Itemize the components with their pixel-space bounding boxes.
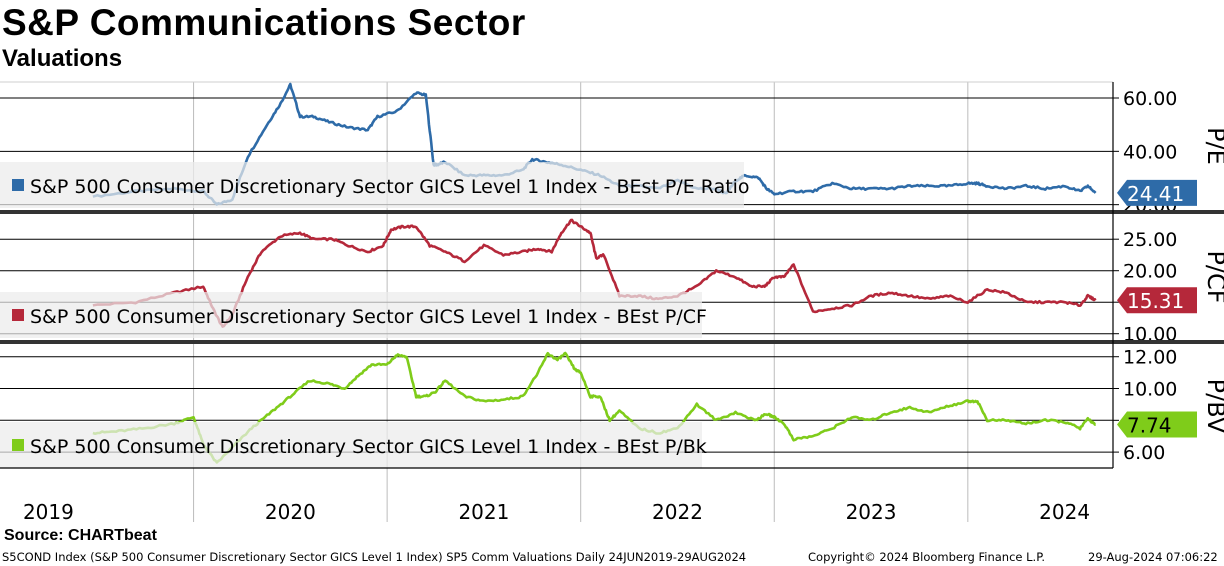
footer-description: S5COND Index (S&P 500 Consumer Discretio… bbox=[2, 550, 747, 564]
last-value-flag bbox=[1117, 287, 1197, 314]
x-tick-label: 2020 bbox=[265, 500, 316, 524]
legend-box bbox=[0, 292, 702, 338]
panel-title: P/CF bbox=[1202, 250, 1224, 303]
legend-swatch bbox=[12, 309, 24, 321]
chart-subtitle: Valuations bbox=[2, 45, 123, 72]
x-tick-label: 2022 bbox=[652, 500, 703, 524]
y-tick-label: 12.00 bbox=[1123, 347, 1177, 369]
x-tick-label: 2021 bbox=[458, 500, 509, 524]
series-line bbox=[92, 218, 1097, 328]
last-value-label: 15.31 bbox=[1127, 289, 1184, 313]
legend-label: S&P 500 Consumer Discretionary Sector GI… bbox=[30, 176, 750, 198]
legend-swatch bbox=[12, 439, 24, 451]
series-line bbox=[92, 351, 1097, 464]
last-value-flag bbox=[1117, 411, 1197, 438]
panel-separator bbox=[0, 210, 1224, 214]
legend-label: S&P 500 Consumer Discretionary Sector GI… bbox=[30, 436, 707, 458]
panel-separator bbox=[0, 340, 1224, 344]
last-value-label: 7.74 bbox=[1127, 413, 1172, 437]
last-value-flag bbox=[1117, 179, 1197, 206]
x-tick-label: 2023 bbox=[846, 500, 897, 524]
y-tick-label: 40.00 bbox=[1123, 141, 1177, 163]
y-tick-label: 20.00 bbox=[1123, 261, 1177, 283]
footer-timestamp: 29-Aug-2024 07:06:22 bbox=[1088, 550, 1218, 564]
chart-title: S&P Communications Sector bbox=[2, 2, 526, 43]
y-tick-label: 10.00 bbox=[1123, 379, 1177, 401]
legend-box bbox=[0, 162, 744, 208]
legend-swatch bbox=[12, 179, 24, 191]
y-tick-label: 25.00 bbox=[1123, 229, 1177, 251]
y-tick-label: 60.00 bbox=[1123, 88, 1177, 110]
y-tick-label: 6.00 bbox=[1123, 442, 1165, 464]
x-tick-label: 2019 bbox=[23, 500, 74, 524]
footer-copyright: Copyright© 2024 Bloomberg Finance L.P. bbox=[808, 550, 1045, 564]
x-tick-label: 2024 bbox=[1039, 500, 1090, 524]
last-value-label: 24.41 bbox=[1127, 182, 1184, 206]
legend-box bbox=[0, 422, 702, 468]
panel-title: P/E bbox=[1202, 127, 1224, 165]
source-note: Source: CHARTbeat bbox=[4, 527, 157, 544]
panel-title: P/BV bbox=[1202, 379, 1224, 434]
legend-label: S&P 500 Consumer Discretionary Sector GI… bbox=[30, 306, 707, 328]
